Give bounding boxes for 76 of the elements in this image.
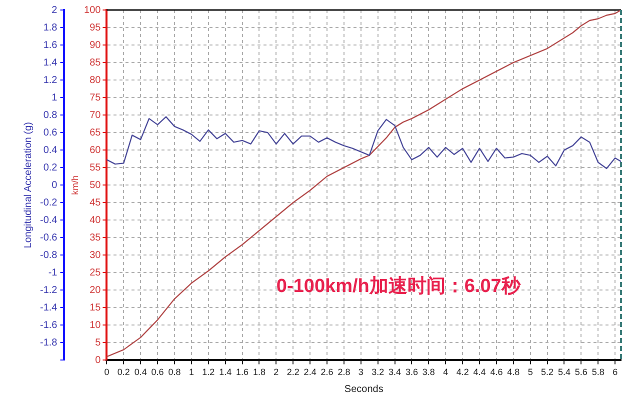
y2-tick-label: 20 <box>90 284 102 296</box>
x-tick-label: 2.2 <box>286 367 300 378</box>
x-tick-label: 2.4 <box>304 367 316 378</box>
y-tick-label: -0.8 <box>40 250 58 261</box>
x-tick-label: 3.8 <box>422 367 435 378</box>
x-tick-label: 0.8 <box>168 367 181 378</box>
x-tick-label: 0 <box>104 367 110 378</box>
x-tick-label: 4.2 <box>456 367 469 378</box>
x-tick-label: 3.2 <box>372 367 384 378</box>
y-tick-label: 1 <box>52 92 58 104</box>
y2-tick-label: 85 <box>90 57 102 68</box>
y-tick-label: 2 <box>52 4 58 16</box>
y2-tick-label: 45 <box>90 197 102 208</box>
y2-axis-title: km/h <box>70 175 80 195</box>
y2-tick-label: 75 <box>90 92 102 104</box>
x-tick-label: 5.2 <box>541 367 554 378</box>
y2-tick-label: 10 <box>90 320 102 331</box>
y2-tick-label: 15 <box>90 302 102 314</box>
y2-tick-label: 80 <box>90 74 102 86</box>
y-tick-label: -1 <box>48 267 58 278</box>
y2-tick-label: 100 <box>84 4 102 16</box>
y2-tick-label: 55 <box>90 162 102 174</box>
y-tick-label: -1.6 <box>40 320 58 331</box>
x-tick-label: 0.4 <box>134 367 147 378</box>
x-tick-label: 2 <box>274 367 279 378</box>
y-tick-label: 0 <box>52 180 58 191</box>
y-tick-label: -1.8 <box>40 337 58 348</box>
x-tick-label: 2.6 <box>320 367 334 378</box>
y2-tick-label: 0 <box>95 354 102 366</box>
y-tick-label: -0.4 <box>40 214 58 226</box>
y-tick-label: 0.4 <box>43 144 58 156</box>
y2-tick-label: 65 <box>90 127 102 138</box>
y-tick-label: 1.2 <box>43 74 58 86</box>
x-tick-label: 1.6 <box>236 367 249 378</box>
y-axis-title: Longitudinal Acceleration (g) <box>22 122 34 248</box>
x-tick-label: 0.2 <box>117 367 130 378</box>
y2-tick-label: 5 <box>95 337 102 348</box>
x-tick-label: 3.4 <box>388 367 402 378</box>
y-tick-label: 1.8 <box>43 22 58 34</box>
x-tick-label: 6 <box>612 367 618 378</box>
y-tick-label: -0.6 <box>40 232 58 244</box>
annotation: 0-100km/h加速时间：6.07秒 <box>276 274 522 297</box>
x-tick-label: 3.6 <box>405 367 418 378</box>
y2-tick-label: 60 <box>90 144 102 156</box>
y2-tick-label: 30 <box>90 250 102 261</box>
y2-tick-label: 40 <box>90 214 102 226</box>
y-tick-label: 1.4 <box>43 57 58 68</box>
y2-tick-label: 90 <box>90 40 102 51</box>
x-tick-label: 4.8 <box>507 367 520 378</box>
x-tick-label: 3 <box>358 367 364 378</box>
y2-tick-label: 70 <box>90 110 102 121</box>
y2-tick-label: 95 <box>90 22 102 34</box>
x-tick-label: 0.6 <box>151 367 164 378</box>
x-tick-label: 1 <box>188 367 194 378</box>
x-tick-label: 4.6 <box>490 367 503 378</box>
x-tick-label: 1.4 <box>219 367 232 378</box>
y-tick-label: 1.6 <box>43 40 58 51</box>
y2-tick-label: 25 <box>90 267 102 278</box>
x-tick-label: 5.4 <box>558 367 570 378</box>
x-tick-label: 5.8 <box>592 367 604 378</box>
y-tick-label: -0.2 <box>40 197 58 208</box>
x-tick-label: 4 <box>443 367 448 378</box>
x-tick-label: 5 <box>528 367 533 378</box>
y-tick-label: -1.4 <box>40 302 58 314</box>
x-tick-label: 4.4 <box>473 367 486 378</box>
y2-tick-label: 35 <box>90 232 102 244</box>
y-tick-label: 0.6 <box>43 127 58 138</box>
y2-tick-label: 50 <box>90 180 102 191</box>
x-tick-label: 2.8 <box>338 367 350 378</box>
y-tick-label: 0.8 <box>43 110 58 121</box>
x-axis-title: Seconds <box>344 384 384 395</box>
x-tick-label: 1.8 <box>252 367 266 378</box>
x-tick-label: 5.6 <box>574 367 588 378</box>
y-tick-label: 0.2 <box>43 162 58 174</box>
y-tick-label: -1.2 <box>40 284 58 296</box>
x-tick-label: 1.2 <box>202 367 215 378</box>
